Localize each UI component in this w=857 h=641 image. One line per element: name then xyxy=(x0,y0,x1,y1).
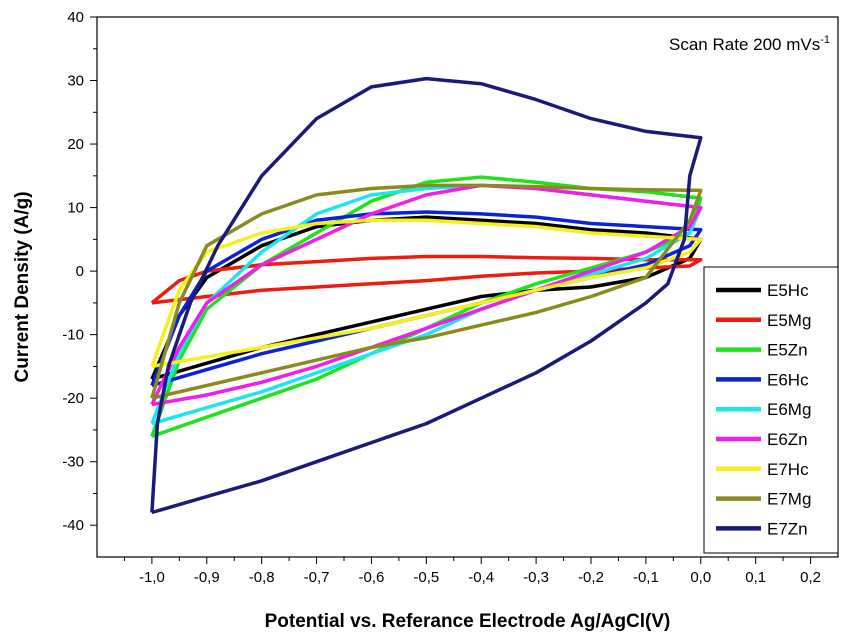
y-tick-label: -20 xyxy=(62,390,84,407)
series-e7zn-line xyxy=(150,76,703,515)
x-tick-label: -0,5 xyxy=(413,569,439,586)
x-tick-label: 0,1 xyxy=(745,569,766,586)
legend-label-e6zn: E6Zn xyxy=(767,430,808,449)
series-e7hc-line xyxy=(150,218,703,369)
x-tick-label: 0,2 xyxy=(800,569,821,586)
series-e5zn-line xyxy=(150,175,703,438)
legend-label-e7hc: E7Hc xyxy=(767,460,809,479)
legend-label-e5hc: E5Hc xyxy=(767,281,809,300)
y-tick-label: 0 xyxy=(76,263,84,280)
x-tick-label: -1,0 xyxy=(139,569,165,586)
y-tick-label: -40 xyxy=(62,517,84,534)
legend-label-e6hc: E6Hc xyxy=(767,370,809,389)
x-tick-label: -0,4 xyxy=(468,569,494,586)
plot-lines xyxy=(150,76,703,515)
legend: E5Hc E5Mg E5Zn E6Hc E6Mg E6Zn E7Hc E7Mg E7Zn xyxy=(703,266,839,554)
legend-label-e6mg: E6Mg xyxy=(767,400,811,419)
y-tick-label: 30 xyxy=(67,73,84,90)
y-tick-label: 20 xyxy=(67,136,84,153)
legend-label-e5mg: E5Mg xyxy=(767,311,811,330)
y-axis-title: Current Density (A/g) xyxy=(12,191,33,382)
legend-label-e7mg: E7Mg xyxy=(767,490,811,509)
series-e5mg-line xyxy=(150,254,703,305)
x-tick-label: -0,1 xyxy=(633,569,659,586)
x-tick-label: -0,2 xyxy=(578,569,604,586)
scan-rate-annotation: Scan Rate 200 mVs-1 xyxy=(669,34,830,54)
x-tick-label: -0,6 xyxy=(359,569,385,586)
x-axis-title: Potential vs. Referance Electrode Ag/AgC… xyxy=(265,611,671,632)
legend-label-e7zn: E7Zn xyxy=(767,519,808,538)
scan-rate-text: Scan Rate 200 mVs xyxy=(669,35,820,54)
y-axis: -40 -30 -20 -10 0 10 20 30 40 xyxy=(62,9,97,534)
y-tick-label: -10 xyxy=(62,327,84,344)
x-tick-label: 0,0 xyxy=(690,569,711,586)
y-tick-label: -30 xyxy=(62,454,84,471)
series-e6hc-line xyxy=(150,210,703,388)
x-tick-label: -0,7 xyxy=(304,569,330,586)
x-tick-label: -0,8 xyxy=(249,569,275,586)
scan-rate-superscript: -1 xyxy=(820,34,830,46)
x-tick-label: -0,9 xyxy=(194,569,220,586)
series-e7mg-line xyxy=(150,183,703,400)
y-tick-label: 40 xyxy=(67,9,84,26)
legend-label-e5zn: E5Zn xyxy=(767,341,808,360)
x-tick-label: -0,3 xyxy=(523,569,549,586)
y-tick-label: 10 xyxy=(67,200,84,217)
series-e6zn-line xyxy=(150,183,703,407)
x-axis: -1,0 -0,9 -0,8 -0,7 -0,6 -0,5 -0,4 -0,3 -0,2 -0,1… xyxy=(123,557,821,586)
